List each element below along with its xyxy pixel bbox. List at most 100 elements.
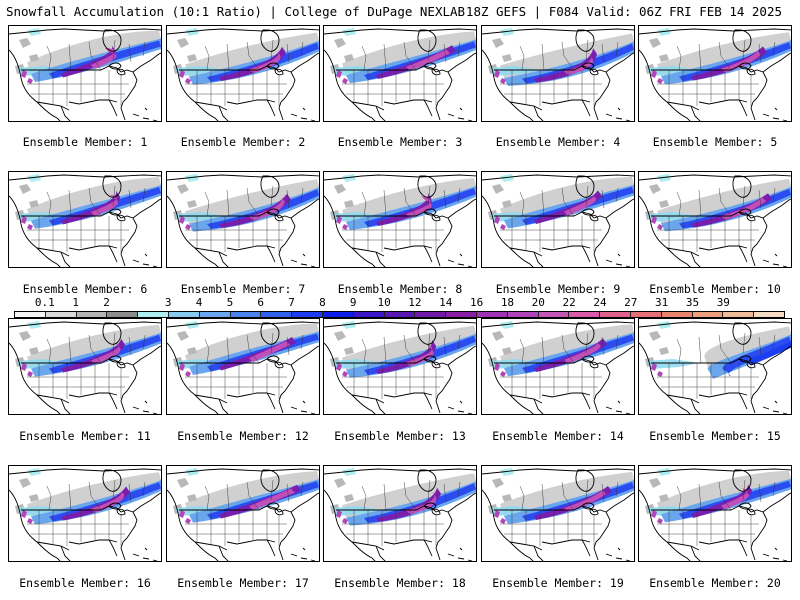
colorbar-tick-label: 24: [593, 296, 607, 309]
colorbar-swatch: [45, 312, 77, 317]
snowfall-field: [645, 468, 791, 524]
snowfall-map: [167, 174, 319, 267]
ensemble-member-map: [638, 318, 792, 415]
colorbar-swatch: [107, 312, 139, 317]
snowfall-field: [488, 28, 634, 86]
snowfall-map: [167, 28, 319, 121]
ensemble-member-map: [481, 25, 635, 122]
snowfall-map: [482, 28, 634, 121]
colorbar-tick-label: 6: [257, 296, 265, 309]
colorbar-swatch: [384, 312, 416, 317]
colorbar-tick-label: 31: [655, 296, 669, 309]
snowfall-map: [324, 468, 476, 561]
run-valid-time: 18Z GEFS | F084 Valid: 06Z FRI FEB 14 20…: [465, 4, 782, 19]
snowfall-field: [173, 321, 319, 377]
ensemble-member-label: Ensemble Member: 8: [337, 282, 463, 296]
snowfall-field: [645, 174, 791, 232]
colorbar-tick-label: 7: [288, 296, 295, 309]
ensemble-member-label: Ensemble Member: 20: [649, 576, 781, 590]
ensemble-member-map: [8, 318, 162, 415]
snowfall-field: [488, 321, 634, 377]
colorbar-swatch: [138, 312, 169, 317]
ensemble-member-label: Ensemble Member: 14: [492, 429, 624, 443]
colorbar-tick-label: 3: [164, 296, 172, 309]
colorbar-tick-label: 12: [408, 296, 422, 309]
ensemble-member-map: [481, 465, 635, 562]
ensemble-member-label: Ensemble Member: 9: [495, 282, 621, 296]
colorbar-swatch: [754, 312, 784, 317]
colorbar-tick-label: 1: [72, 296, 79, 309]
snowfall-field: [15, 468, 161, 525]
ensemble-member-map: [323, 465, 477, 562]
colorbar-swatch: [538, 312, 570, 317]
ensemble-member-label: Ensemble Member: 18: [334, 576, 466, 590]
ensemble-member-label: Ensemble Member: 4: [495, 135, 621, 149]
colorbar-tick-label: 22: [562, 296, 576, 309]
snowfall-map: [324, 28, 476, 121]
snowfall-map: [324, 321, 476, 414]
colorbar-swatch: [292, 312, 323, 317]
snowfall-field: [15, 321, 161, 377]
snowfall-field: [330, 174, 476, 230]
snowfall-map: [324, 174, 476, 267]
ensemble-member-label: Ensemble Member: 17: [177, 576, 309, 590]
ensemble-member-label: Ensemble Member: 2: [180, 135, 306, 149]
ensemble-member-map: [638, 171, 792, 268]
ensemble-member-label: Ensemble Member: 11: [19, 429, 151, 443]
snowfall-field: [488, 174, 634, 230]
ensemble-member-map: [166, 465, 320, 562]
colorbar-tick-label: 8: [319, 296, 326, 309]
snowfall-map: [9, 28, 161, 121]
colorbar-swatch: [322, 312, 354, 317]
snowfall-map: [167, 321, 319, 414]
snowfall-field: [330, 321, 476, 378]
ensemble-member-map: [8, 171, 162, 268]
snowfall-map: [482, 321, 634, 414]
colorbar-swatch: [353, 312, 385, 317]
snowfall-field: [173, 174, 319, 232]
colorbar-swatch: [230, 312, 262, 317]
snowfall-field: [645, 28, 791, 85]
snowfall-field: [330, 28, 476, 84]
colorbar-swatch: [476, 312, 508, 317]
snowfall-map: [482, 174, 634, 267]
ensemble-member-map: [323, 25, 477, 122]
ensemble-member-map: [638, 465, 792, 562]
ensemble-member-map: [481, 318, 635, 415]
ensemble-member-map: [638, 25, 792, 122]
snowfall-map: [639, 28, 791, 121]
snowfall-field: [488, 468, 634, 524]
colorbar-swatch: [446, 312, 477, 317]
colorbar-tick-label: 2: [103, 296, 110, 309]
ensemble-member-label: Ensemble Member: 6: [22, 282, 148, 296]
ensemble-member-map: [166, 318, 320, 415]
snowfall-field: [15, 28, 161, 84]
colorbar-tick-label: 27: [624, 296, 638, 309]
ensemble-member-label: Ensemble Member: 1: [22, 135, 148, 149]
colorbar-tick-label: 18: [500, 296, 515, 309]
colorbar-tick-label: 10: [377, 296, 391, 309]
colorbar-labels: 0.1 1 2 3 4 5 6 7 8 9 10 12 14 16 18 20 22 24 27 31 35 39: [14, 296, 785, 310]
ensemble-member-map: [323, 318, 477, 415]
ensemble-member-map: [166, 171, 320, 268]
colorbar-swatch: [661, 312, 693, 317]
colorbar-swatch: [199, 312, 231, 317]
ensemble-member-label: Ensemble Member: 12: [177, 429, 309, 443]
snowfall-field: [330, 468, 476, 526]
snowfall-field: [173, 28, 319, 85]
ensemble-member-label: Ensemble Member: 7: [180, 282, 306, 296]
colorbar-swatch: [507, 312, 539, 317]
colorbar-swatch: [261, 312, 293, 317]
ensemble-member-map: [8, 25, 162, 122]
colorbar-swatch: [630, 312, 662, 317]
colorbar-tick-label: 5: [226, 296, 234, 309]
ensemble-member-map: [323, 171, 477, 268]
snowfall-map: [639, 174, 791, 267]
snowfall-map: [482, 468, 634, 561]
ensemble-member-map: [481, 171, 635, 268]
snowfall-map: [639, 321, 791, 414]
ensemble-member-map: [166, 25, 320, 122]
snowfall-map: [167, 468, 319, 561]
colorbar-swatch: [692, 312, 724, 317]
ensemble-member-label: Ensemble Member: 3: [337, 135, 463, 149]
